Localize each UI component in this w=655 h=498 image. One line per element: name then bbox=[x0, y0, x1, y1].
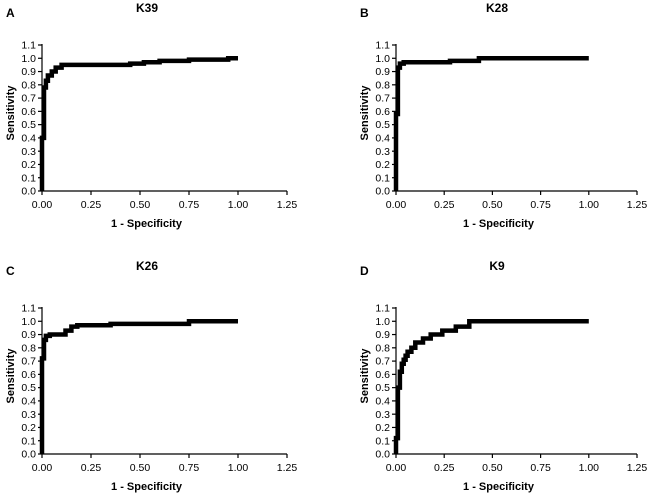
x-tick-label: 1.00 bbox=[228, 199, 249, 211]
y-tick-label: 0.9 bbox=[375, 329, 390, 341]
y-tick-label: 0.8 bbox=[375, 342, 390, 354]
y-tick-label: 0.3 bbox=[21, 409, 36, 421]
y-tick-label: 0.7 bbox=[21, 93, 36, 105]
y-tick-label: 0.1 bbox=[21, 435, 36, 447]
x-tick-label: 1.00 bbox=[228, 462, 249, 474]
x-tick-label: 1.25 bbox=[627, 199, 648, 211]
y-axis-label: Sensitivity bbox=[5, 348, 17, 404]
y-tick-label: 0.1 bbox=[375, 435, 390, 447]
x-tick-label: 1.25 bbox=[277, 199, 298, 211]
y-tick-label: 0.4 bbox=[21, 396, 36, 408]
panel-b: B K28 0.0 0.10.20.30.4 0.50.60.7 0.80.91.01.1… bbox=[359, 1, 647, 230]
panel-letter: B bbox=[360, 6, 369, 20]
y-tick-label: 0.5 bbox=[21, 119, 36, 131]
x-tick-label: 0.75 bbox=[179, 199, 200, 211]
y-tick-label: 0.9 bbox=[21, 66, 36, 78]
y-tick-label: 0.0 bbox=[375, 449, 390, 461]
x-tick-label: 0.25 bbox=[434, 199, 455, 211]
y-tick-label: 1.1 bbox=[21, 40, 36, 52]
y-tick-label: 0.1 bbox=[21, 172, 36, 184]
y-tick-label: 1.1 bbox=[21, 303, 36, 315]
x-tick-label: 1.25 bbox=[277, 462, 298, 474]
x-tick-label: 0.00 bbox=[386, 199, 407, 211]
y-tick-label: 1.1 bbox=[375, 303, 390, 315]
chart-title: K26 bbox=[136, 259, 158, 273]
y-tick-label: 0.3 bbox=[21, 146, 36, 158]
roc-curve bbox=[393, 56, 589, 191]
y-axis-label: Sensitivity bbox=[359, 85, 371, 141]
y-tick-label: 0.5 bbox=[21, 382, 36, 394]
roc-curve bbox=[393, 319, 589, 454]
y-tick-label: 0.9 bbox=[375, 66, 390, 78]
panel-letter: D bbox=[360, 264, 369, 278]
x-axis-label: 1 - Specificity bbox=[111, 218, 183, 230]
y-tick-label: 0.9 bbox=[21, 329, 36, 341]
y-tick-label: 0.8 bbox=[375, 79, 390, 91]
x-tick-label: 0.75 bbox=[530, 199, 551, 211]
x-tick-label: 1.00 bbox=[579, 462, 600, 474]
y-tick-label: 0.0 bbox=[21, 449, 36, 461]
y-tick-label: 0.0 bbox=[21, 186, 36, 198]
y-tick-label: 0.4 bbox=[375, 396, 390, 408]
y-tick-label: 0.3 bbox=[375, 146, 390, 158]
y-tick-label: 0.6 bbox=[375, 369, 390, 381]
x-axis-label: 1 - Specificity bbox=[463, 218, 535, 230]
x-axis-label: 1 - Specificity bbox=[463, 481, 535, 493]
y-tick-label: 0.2 bbox=[375, 159, 390, 171]
y-tick-label: 0.5 bbox=[375, 382, 390, 394]
x-tick-label: 0.00 bbox=[32, 199, 53, 211]
y-tick-label: 0.1 bbox=[375, 172, 390, 184]
y-tick-label: 0.7 bbox=[21, 356, 36, 368]
y-tick-label: 0.6 bbox=[375, 106, 390, 118]
x-axis-label: 1 - Specificity bbox=[111, 481, 183, 493]
x-tick-label: 0.00 bbox=[386, 462, 407, 474]
panel-a: A K39 0.0 0.10.20.30.4 0.50.60.7 0.80.91.01.1… bbox=[5, 1, 297, 230]
panel-d: D K9 0.0 0.10.20.30.4 0.50.60.7 0.80.91.01.1 0… bbox=[359, 259, 647, 493]
x-tick-label: 0.50 bbox=[482, 462, 503, 474]
y-tick-label: 0.3 bbox=[375, 409, 390, 421]
y-axis-label: Sensitivity bbox=[359, 348, 371, 404]
y-tick-label: 1.0 bbox=[21, 316, 36, 328]
x-tick-label: 1.00 bbox=[579, 199, 600, 211]
y-tick-label: 0.6 bbox=[21, 369, 36, 381]
y-tick-label: 1.0 bbox=[375, 316, 390, 328]
chart-title: K9 bbox=[489, 259, 505, 273]
x-tick-label: 0.25 bbox=[81, 462, 102, 474]
y-axis-label: Sensitivity bbox=[5, 85, 17, 141]
panel-c: C K26 0.0 0.10.20.30.4 0.50.60.7 0.80.91.01.1… bbox=[5, 259, 297, 493]
roc-curve bbox=[39, 319, 238, 454]
panel-letter: C bbox=[6, 264, 15, 278]
y-tick-label: 0.7 bbox=[375, 356, 390, 368]
y-tick-label: 0.8 bbox=[21, 79, 36, 91]
x-tick-label: 0.75 bbox=[179, 462, 200, 474]
y-tick-label: 0.0 bbox=[375, 186, 390, 198]
y-tick-label: 0.5 bbox=[375, 119, 390, 131]
y-tick-label: 0.4 bbox=[21, 133, 36, 145]
chart-title: K39 bbox=[136, 1, 158, 15]
roc-curve bbox=[39, 56, 238, 191]
x-tick-label: 0.50 bbox=[130, 199, 151, 211]
x-tick-label: 1.25 bbox=[627, 462, 648, 474]
x-tick-label: 0.50 bbox=[130, 462, 151, 474]
y-tick-label: 0.4 bbox=[375, 133, 390, 145]
y-tick-label: 0.2 bbox=[21, 422, 36, 434]
x-tick-label: 0.25 bbox=[434, 462, 455, 474]
y-tick-label: 0.8 bbox=[21, 342, 36, 354]
x-tick-label: 0.75 bbox=[530, 462, 551, 474]
panel-letter: A bbox=[6, 6, 15, 20]
y-tick-label: 1.0 bbox=[21, 53, 36, 65]
x-tick-label: 0.00 bbox=[32, 462, 53, 474]
y-tick-label: 0.2 bbox=[375, 422, 390, 434]
y-tick-label: 0.2 bbox=[21, 159, 36, 171]
chart-title: K28 bbox=[486, 1, 508, 15]
y-tick-label: 1.0 bbox=[375, 53, 390, 65]
x-tick-label: 0.25 bbox=[81, 199, 102, 211]
y-tick-label: 0.7 bbox=[375, 93, 390, 105]
y-tick-label: 0.6 bbox=[21, 106, 36, 118]
x-tick-label: 0.50 bbox=[482, 199, 503, 211]
y-tick-label: 1.1 bbox=[375, 40, 390, 52]
